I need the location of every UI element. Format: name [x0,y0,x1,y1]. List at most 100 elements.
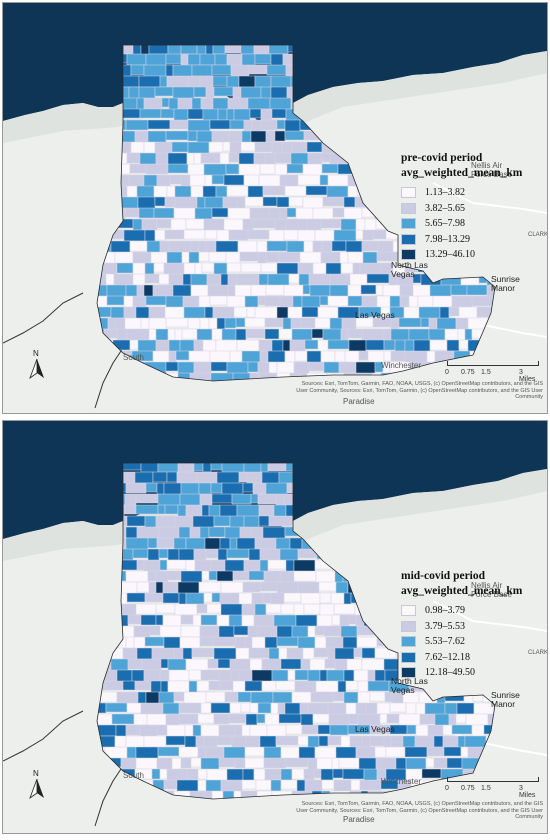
tract-polygon [248,570,265,581]
tract-polygon [215,240,239,253]
tract-polygon [124,207,140,218]
tract-polygon [140,614,157,626]
tract-polygon [340,218,357,232]
tract-polygon [159,625,182,638]
highway [94,347,124,409]
road [432,182,547,214]
tract-polygon [299,702,309,715]
tract-polygon [372,229,387,240]
tract-polygon [169,174,182,185]
tract-polygon [450,284,468,296]
tract-polygon [297,636,316,650]
tract-polygon [262,196,278,207]
north-label: N [33,349,39,358]
tract-polygon [205,779,222,793]
study-area-outline [96,44,496,382]
tract-polygon [311,328,324,339]
tract-polygon [446,339,460,352]
place-label-sunrise-manor: Sunrise Manor [491,274,520,293]
tract-polygon [249,658,263,672]
tract-polygon [348,713,359,725]
tract-polygon [207,284,229,298]
tract-polygon [190,757,202,768]
tract-polygon [446,757,463,769]
tract-polygon [265,603,282,614]
tract-polygon [187,130,198,142]
tract-polygon [157,746,180,757]
tract-polygon [276,119,286,130]
tract-polygon [284,702,301,716]
tract-polygon [125,735,145,749]
tract-polygon [268,647,280,660]
tract-polygon [155,328,169,342]
tract-polygon [227,273,238,287]
tract-polygon [284,185,307,197]
tract-polygon [208,141,224,153]
place-label-winchester: Winchester [381,777,422,786]
tract-polygon [249,702,259,714]
tract-polygon [149,625,161,636]
tract-polygon [254,141,273,153]
tract-polygon [297,735,309,746]
tract-polygon [244,196,264,207]
legend-item: 1.13–3.82 [401,185,522,201]
tract-polygon [324,658,336,669]
tract-polygon [244,757,265,769]
tract-polygon [340,625,358,638]
tract-polygon [394,339,406,352]
tract-polygon [171,757,182,771]
tract-polygon [294,350,308,362]
tract-polygon [157,493,181,507]
tract-polygon [390,350,406,362]
tract-polygon [127,614,142,625]
tract-polygon [415,724,429,737]
tract-polygon [266,724,287,738]
tract-polygon [191,647,215,658]
tract-polygon [129,163,147,174]
tract-polygon [154,141,173,155]
tract-polygon [106,295,125,306]
tract-polygon [167,548,180,561]
tract-polygon [283,229,299,241]
tract-polygon [137,339,157,353]
tract-polygon [231,493,252,505]
tract-polygon [190,284,209,298]
tract-polygon [287,669,296,681]
tract-polygon [155,570,169,584]
tract-polygon [204,229,218,240]
tract-polygon [205,691,226,703]
tract-polygon [332,768,344,779]
tract-polygon [123,504,137,515]
highway [3,710,84,762]
tract-polygon [306,141,323,153]
tract-polygon [333,229,357,242]
tract-polygon [240,141,256,152]
tract-polygon [245,713,258,726]
tract-polygon [164,229,185,240]
tract-polygon [314,317,331,329]
tract-polygon [274,152,292,164]
tract-polygon [312,207,334,221]
tract-polygon [321,152,331,163]
tract-polygon [215,185,228,198]
study-area-outline [96,462,496,800]
tract-polygon [226,185,249,197]
tract-polygon [148,306,166,320]
tract-polygon [161,97,170,108]
tract-polygon [288,273,300,284]
legend-label: 5.53–7.62 [425,636,465,648]
tract-polygon [234,724,243,737]
tract-polygon [455,317,469,331]
tract-polygon [226,262,242,273]
tract-polygon [276,306,289,320]
tract-polygon [201,262,215,273]
tract-polygon [436,317,457,331]
tract-polygon [154,196,166,207]
tract-polygon [240,262,262,273]
tract-polygon [361,647,376,659]
tract-polygon [120,108,141,119]
tract-polygon [204,196,224,209]
scale-tick: 0.75 [461,369,475,376]
tract-polygon [241,779,257,790]
tract-polygon [218,757,236,768]
